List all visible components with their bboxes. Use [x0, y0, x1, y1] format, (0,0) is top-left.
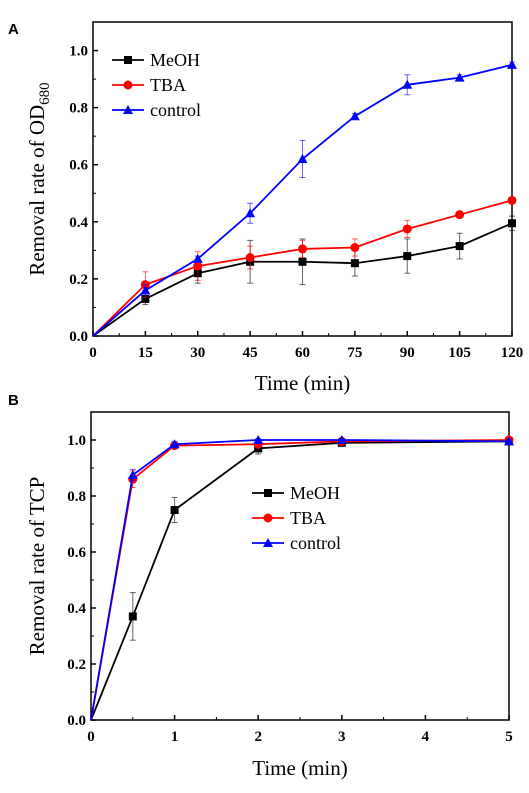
- panel-a-series-tba-point: [402, 224, 412, 234]
- panel-b-legend-label-meoh: MeOH: [290, 483, 340, 503]
- panel-a-x-tick-label: 30: [190, 345, 205, 361]
- panel-b-series-meoh: [90, 437, 513, 721]
- panel-b-y-tick-label: 0.2: [67, 657, 86, 673]
- panel-b-y-axis-title: Removal rate of TCP: [25, 477, 49, 656]
- panel-b-y-tick-label: 0.8: [67, 489, 86, 505]
- panel-a-x-tick-label: 105: [448, 345, 471, 361]
- panel-a-legend-item-meoh: MeOH: [112, 50, 200, 70]
- panel-a-series-tba-point: [350, 243, 360, 253]
- panel-b-series-control-point: [169, 439, 180, 449]
- panel-b-x-tick-label: 1: [171, 729, 179, 745]
- panel-b-y-tick-label: 0.6: [67, 545, 86, 561]
- panel-a-series-control-point: [245, 208, 256, 218]
- panel-a-legend-label-tba: TBA: [150, 75, 186, 95]
- panel-a-series-meoh: [92, 215, 516, 337]
- panel-a-series-control-point: [140, 285, 151, 295]
- panel-b-x-tick-label: 0: [87, 729, 95, 745]
- panel-b-series-meoh-point: [128, 612, 137, 621]
- panel-b-plot-frame: [90, 411, 510, 721]
- panel-b-legend-item-tba: TBA: [252, 508, 326, 528]
- panel-a-series-control-point: [192, 253, 203, 263]
- panel-b-series-control-line: [90, 439, 510, 721]
- panel-b-x-tick-label: 4: [422, 729, 430, 745]
- panel-b-legend-marker-meoh: [264, 489, 272, 497]
- panel-a-series-control-point: [402, 79, 413, 89]
- panel-a-legend-item-control: control: [112, 100, 201, 120]
- panel-a-x-tick-label: 120: [501, 345, 524, 361]
- panel-a-x-tick-label: 60: [295, 345, 310, 361]
- panel-b-series-control-point: [504, 436, 514, 446]
- panel-b-x-tick-label: 2: [254, 729, 262, 745]
- panel-a-series-control-point: [297, 154, 308, 164]
- panel-b-legend-item-meoh: MeOH: [252, 483, 340, 503]
- panel-b-y-tick-label: 0.4: [67, 601, 86, 617]
- panel-b-chart: 0 1 2 3 4 5 0.0 0.2 0.4 0.6 0.8 1.0 Time (min) Remova…: [25, 411, 514, 780]
- panel-a-y-tick-label: 0.8: [69, 101, 88, 117]
- panel-a-legend-marker-tba: [123, 80, 133, 90]
- panel-b-x-tick-label: 3: [338, 729, 346, 745]
- panel-a-x-tick-label: 15: [138, 345, 153, 361]
- panel-a-legend-marker-control: [123, 105, 133, 114]
- panel-b-series-tba: [90, 435, 514, 721]
- panel-a-legend-item-tba: TBA: [112, 75, 186, 95]
- panel-a-legend-marker-meoh: [124, 56, 132, 64]
- panel-a-y-tick-label: 0.4: [69, 215, 88, 231]
- panel-a-series-tba: [92, 195, 517, 337]
- panel-b-y-tick-label: 0.0: [67, 713, 86, 729]
- panel-a-x-tick-label: 45: [243, 345, 258, 361]
- panel-b-x-axis-title: Time (min): [252, 756, 347, 780]
- panel-b-y-tick-label: 1.0: [67, 433, 86, 449]
- panel-a-series-meoh-point: [298, 257, 307, 266]
- panel-a-series-meoh-point: [508, 219, 516, 228]
- panel-a-y-axis-title: Removal rate of OD680: [25, 82, 53, 275]
- panel-a-series-meoh-point: [455, 242, 464, 251]
- panel-a-series-tba-point: [245, 253, 255, 262]
- panel-a-x-tick-label: 0: [89, 345, 97, 361]
- panel-a-y-tick-label: 1.0: [69, 44, 88, 60]
- panel-a-x-tick-label: 90: [400, 345, 415, 361]
- panel-a-letter: A: [8, 21, 19, 38]
- panel-b-legend-marker-tba: [263, 513, 273, 523]
- panel-a-series-control-point: [507, 59, 517, 69]
- panel-b-legend-label-tba: TBA: [290, 508, 326, 528]
- panel-b-letter: B: [8, 392, 19, 409]
- panel-a-series-meoh-point: [350, 259, 359, 268]
- panel-a-series-tba-point: [507, 195, 517, 205]
- panel-a-series-control-point: [454, 72, 465, 82]
- panel-a-y-tick-label: 0.0: [69, 329, 88, 345]
- panel-a-series-tba-point: [298, 244, 307, 254]
- panel-a-series-meoh-point: [141, 294, 150, 303]
- panel-a-chart: 0 15 30 45 60 75 90 105 120 0.0 0.2 0.4 0.6 0.8 1.0 Tim…: [25, 21, 524, 395]
- panel-a-y-tick-label: 0.2: [69, 272, 88, 288]
- panel-b-series-tba-line: [90, 439, 510, 721]
- panel-b-series-control: [90, 435, 514, 721]
- panel-a-y-tick-label: 0.6: [69, 158, 88, 174]
- panel-a-series-control-point: [349, 111, 360, 121]
- panel-a-x-axis-title: Time (min): [255, 371, 350, 395]
- panel-a-legend: MeOH TBA control: [112, 50, 201, 120]
- panel-b-legend: MeOH TBA control: [252, 483, 341, 553]
- panel-a-series-tba-point: [455, 210, 465, 220]
- panel-a-series-control: [92, 59, 517, 337]
- panel-a-series-tba-point: [193, 261, 203, 271]
- panel-b-legend-marker-control: [263, 538, 273, 547]
- panel-b-series-meoh-point: [170, 506, 179, 514]
- panel-a-series-meoh-point: [403, 252, 412, 261]
- panel-a-legend-label-control: control: [150, 100, 201, 120]
- panel-a-legend-label-meoh: MeOH: [150, 50, 200, 70]
- panel-b-legend-item-control: control: [252, 533, 341, 553]
- panel-a-x-tick-label: 75: [347, 345, 362, 361]
- panel-b-x-tick-label: 5: [505, 729, 513, 745]
- panel-b-series-meoh-line: [90, 440, 510, 721]
- panel-b-series-control-point: [127, 470, 138, 479]
- panel-b-series-control-point: [253, 435, 264, 444]
- panel-b-legend-label-control: control: [290, 533, 341, 553]
- panel-b-series-control-point: [336, 435, 347, 444]
